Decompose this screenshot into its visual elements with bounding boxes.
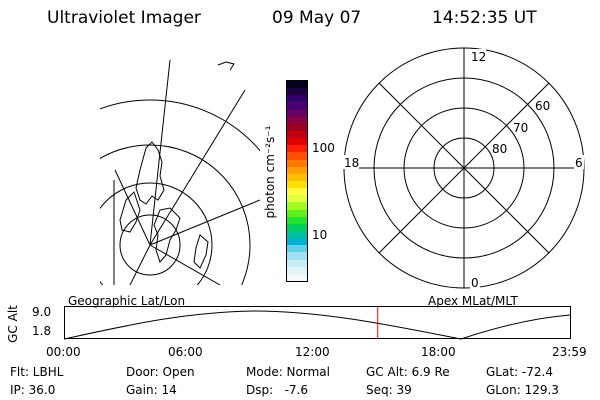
colorbar-segment	[287, 102, 307, 110]
info-glat: GLat: -72.4	[486, 365, 553, 379]
coastline	[153, 207, 181, 263]
lat-label-70: 70	[513, 121, 528, 135]
colorbar-segment	[287, 266, 307, 274]
geographic-map	[100, 59, 260, 285]
mlt-label-18: 18	[344, 156, 359, 170]
map-lat-circle	[100, 99, 260, 152]
colorbar-unit-label: photon cm⁻²s⁻¹	[263, 125, 277, 219]
info-glon: GLon: 129.3	[486, 383, 559, 397]
polar-plot: 12 0 18 6 60 70 80	[343, 47, 585, 290]
info-gain: Gain: 14	[126, 383, 177, 397]
date-label: 09 May 07	[272, 8, 362, 28]
colorbar-segment	[287, 230, 307, 239]
polar-diagonal	[378, 82, 550, 254]
instrument-title: Ultraviolet Imager	[47, 8, 201, 28]
timeline-ytick-high: 9.0	[32, 305, 52, 319]
colorbar-segment	[287, 223, 307, 231]
colorbar-segment	[287, 180, 307, 189]
timeline-xtick: 18:00	[421, 345, 456, 359]
timeline-right-label: Apex MLat/MLT	[428, 294, 518, 308]
info-ip: IP: 36.0	[10, 383, 56, 397]
time-label: 14:52:35 UT	[432, 8, 537, 28]
colorbar-segment	[287, 209, 307, 217]
intensity-colorbar	[286, 80, 308, 282]
colorbar-segment	[287, 252, 307, 260]
info-seq: Seq: 39	[366, 383, 412, 397]
lat-label-60: 60	[535, 99, 550, 113]
colorbar-segment	[287, 238, 307, 246]
colorbar-segment	[287, 173, 307, 181]
timeline-xtick: 06:00	[168, 345, 203, 359]
coastline	[193, 234, 209, 269]
coastline	[135, 141, 165, 205]
info-dsp: Dsp: -7.6	[246, 383, 309, 397]
map-meridian	[129, 244, 151, 285]
mlt-label-6: 6	[575, 156, 583, 170]
mlt-label-0: 0	[471, 276, 479, 290]
info-gc-alt: GC Alt: 6.9 Re	[366, 365, 450, 379]
timeline-ytick-low: 1.8	[32, 324, 52, 338]
info-door: Door: Open	[126, 365, 195, 379]
colorbar-segment	[287, 195, 307, 203]
info-mode: Mode: Normal	[246, 365, 330, 379]
mlt-label-12: 12	[471, 50, 486, 64]
colorbar-segment	[287, 116, 307, 124]
colorbar-segment	[287, 273, 307, 281]
colorbar-segment	[287, 216, 307, 224]
timeline-left-label: Geographic Lat/Lon	[68, 294, 186, 308]
colorbar-segment	[287, 123, 307, 131]
coastline	[119, 191, 141, 233]
timeline-xtick: 12:00	[295, 345, 330, 359]
colorbar-segment	[287, 88, 307, 96]
colorbar-segment	[287, 152, 307, 160]
timeline-axis-label: GC Alt	[6, 305, 20, 343]
map-meridian	[149, 89, 246, 246]
colorbar-segment	[287, 138, 307, 146]
map-meridian	[149, 59, 171, 246]
colorbar-segment	[287, 130, 307, 139]
colorbar-segment	[287, 245, 307, 253]
colorbar-segment	[287, 81, 307, 89]
colorbar-segment	[287, 188, 307, 196]
altitude-curve	[64, 310, 571, 340]
map-lat-circle	[100, 182, 213, 285]
colorbar-segment	[287, 259, 307, 267]
map-meridian	[114, 169, 151, 246]
map-lat-circle	[119, 214, 181, 276]
timeline-xtick: 23:59	[552, 345, 587, 359]
colorbar-segment	[287, 145, 307, 153]
colorbar-segment	[287, 109, 307, 117]
colorbar-segment	[287, 202, 307, 210]
map-meridian	[149, 244, 221, 285]
info-flt: Flt: LBHL	[10, 365, 64, 379]
altitude-timeline	[64, 306, 571, 340]
timeline-frame	[64, 306, 571, 339]
colorbar-tick-100: 100	[312, 141, 335, 155]
colorbar-tick-10: 10	[312, 228, 328, 242]
map-meridian	[149, 199, 260, 246]
colorbar-segment	[287, 159, 307, 167]
coastline	[217, 61, 235, 71]
lat-label-80: 80	[492, 142, 507, 156]
colorbar-segment	[287, 95, 307, 103]
colorbar-segment	[287, 166, 307, 174]
timeline-xtick: 00:00	[46, 345, 81, 359]
map-lat-circle	[100, 144, 251, 285]
